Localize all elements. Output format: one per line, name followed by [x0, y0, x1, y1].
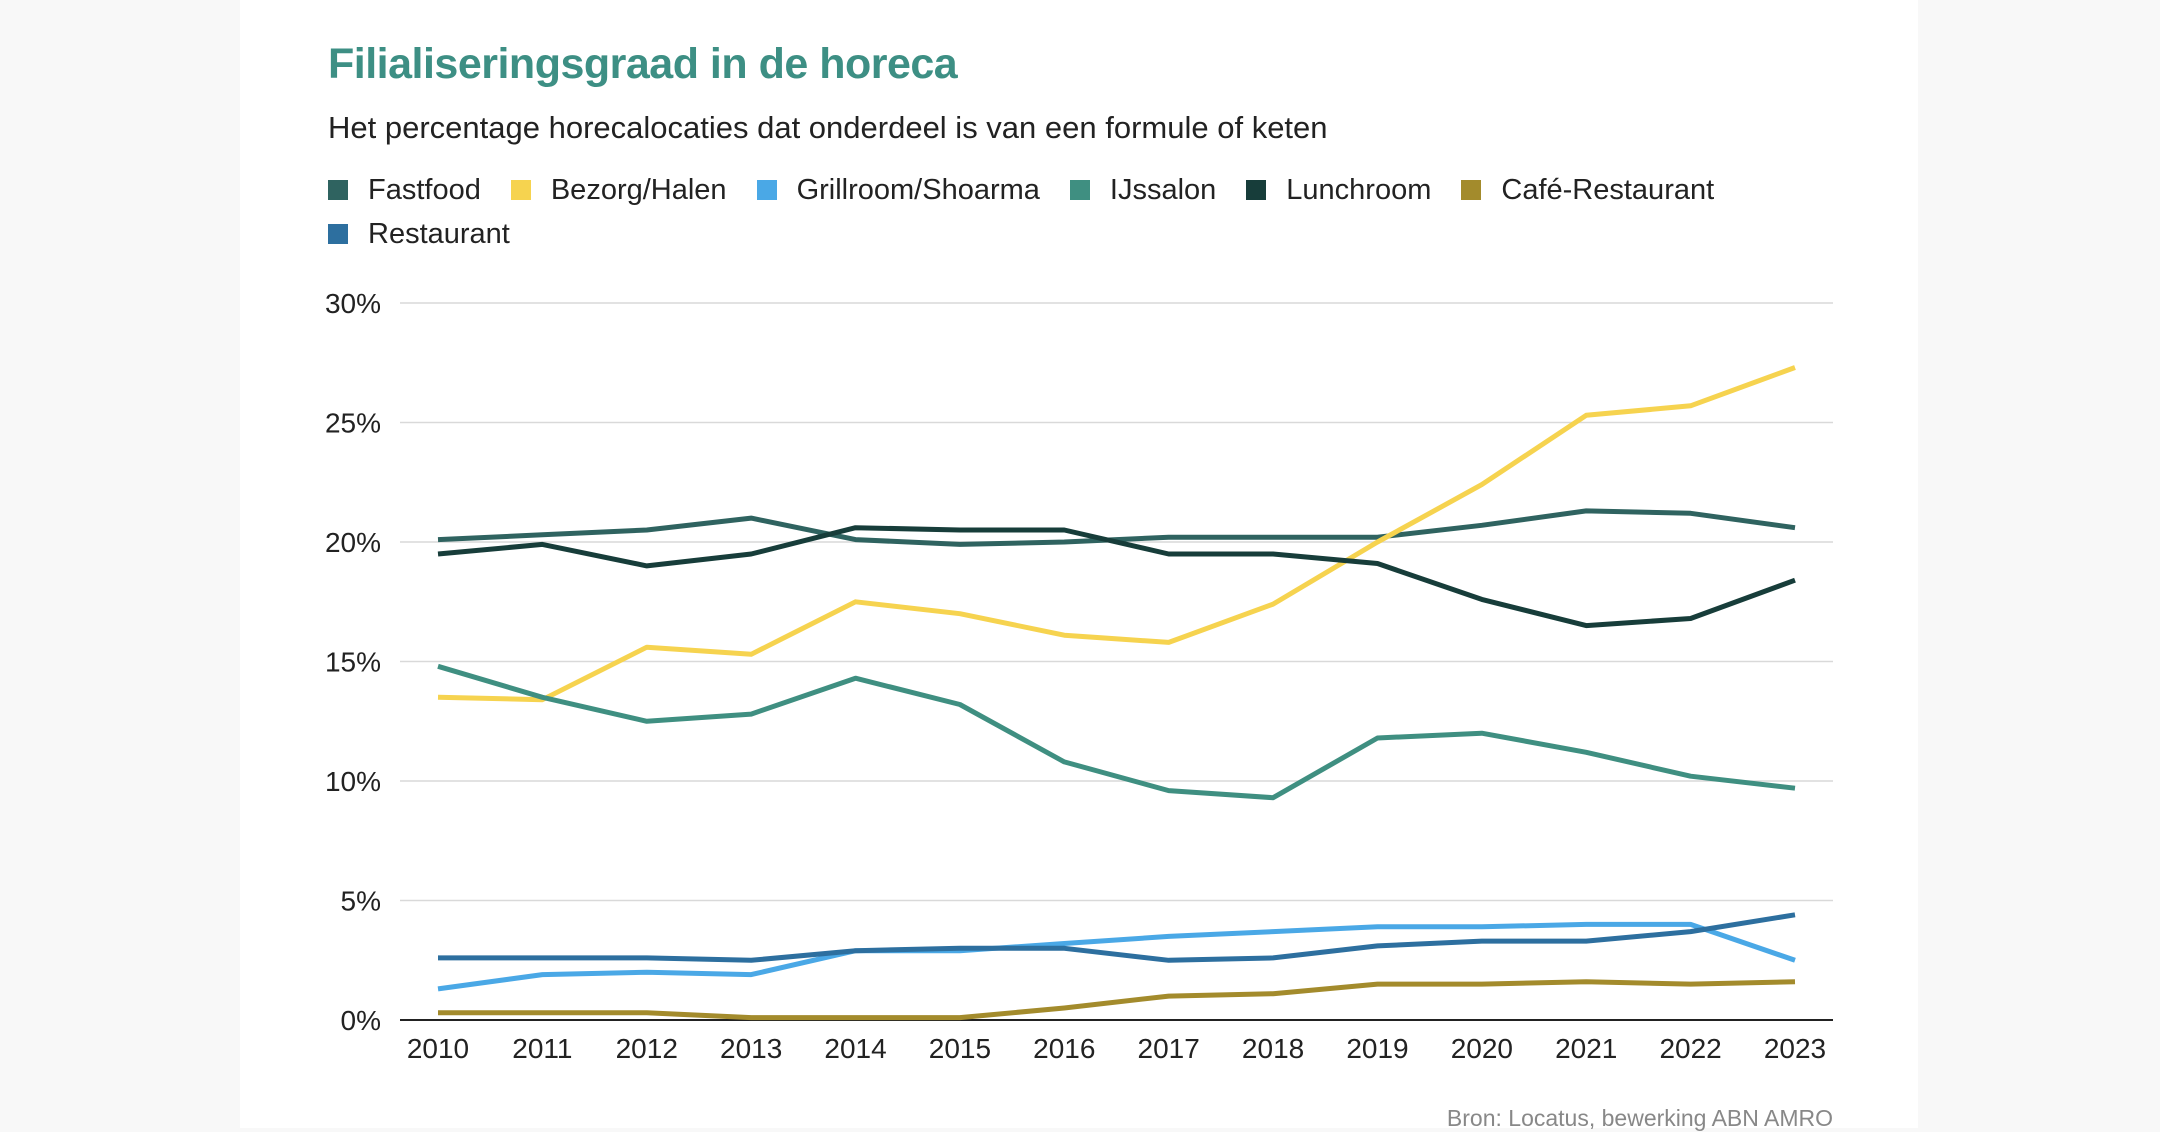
legend-item: Restaurant [328, 218, 510, 250]
chart-legend: Fastfood Bezorg/Halen Grillroom/Shoarma IJs… [328, 174, 1888, 250]
legend-item: Bezorg/Halen [510, 173, 727, 206]
series-line-caf-restaurant [438, 979, 1796, 1021]
legend-swatch [1069, 180, 1090, 200]
chart-card: Filialiseringsgraad in de horeca Het per… [240, 0, 1918, 1131]
x-tick-label: 2019 [1346, 1033, 1408, 1064]
legend-item: Grillroom/Shoarma [756, 173, 1040, 206]
legend-swatch [1246, 180, 1267, 200]
series-line-fastfood [437, 508, 1796, 547]
series-line-ijssalon [437, 663, 1796, 801]
legend-item: IJssalon [1069, 173, 1217, 206]
series-line-restaurant [438, 912, 1796, 963]
chart-title: Filialiseringsgraad in de horeca [328, 40, 958, 88]
x-tick-label: 2021 [1555, 1033, 1617, 1064]
x-tick-label: 2014 [824, 1033, 886, 1064]
x-tick-label: 2016 [1033, 1033, 1095, 1064]
legend-item: Café-Restaurant [1461, 174, 1714, 206]
legend-swatch [756, 180, 777, 200]
series-line-bezorg-halen [437, 365, 1796, 703]
x-tick-label: 2011 [512, 1033, 572, 1064]
series-line-grillroom-shoarma [437, 921, 1796, 992]
series-line-lunchroom [437, 525, 1796, 629]
y-tick-label: 5% [341, 886, 381, 917]
y-tick-label: 30% [325, 288, 381, 319]
y-tick-label: 20% [325, 527, 381, 558]
legend-swatch [328, 180, 348, 200]
y-tick-label: 10% [325, 766, 381, 797]
x-tick-label: 2017 [1138, 1033, 1200, 1064]
legend-item: Fastfood [328, 174, 481, 206]
legend-label: Grillroom/Shoarma [796, 173, 1040, 206]
x-tick-label: 2013 [720, 1033, 782, 1064]
y-tick-label: 15% [325, 647, 381, 678]
legend-swatch [328, 224, 348, 244]
x-tick-label: 2012 [616, 1033, 678, 1064]
x-tick-label: 2015 [929, 1033, 991, 1064]
legend-label: Bezorg/Halen [550, 173, 727, 206]
x-tick-label: 2022 [1659, 1033, 1721, 1064]
y-tick-label: 0% [341, 1005, 381, 1036]
y-tick-label: 25% [325, 408, 381, 439]
x-tick-label: 2010 [407, 1033, 469, 1064]
legend-swatch [1461, 180, 1482, 200]
legend-item: Lunchroom [1246, 174, 1431, 206]
chart-source: Bron: Locatus, bewerking ABN AMRO [1446, 1105, 1833, 1131]
legend-label: IJssalon [1109, 173, 1217, 206]
legend-label: Café-Restaurant [1501, 173, 1715, 206]
legend-label: Fastfood [368, 173, 481, 206]
legend-label: Restaurant [368, 217, 510, 250]
x-tick-label: 2018 [1242, 1033, 1304, 1064]
legend-label: Lunchroom [1286, 173, 1432, 206]
legend-swatch [510, 180, 531, 200]
line-chart: 0% 5% 10% 15% 20% 25% 30% 2010 2011 2012 2013 2014… [325, 288, 1833, 1064]
x-tick-label: 2020 [1451, 1033, 1513, 1064]
chart-subtitle: Het percentage horecalocaties dat onderd… [328, 110, 1328, 145]
x-tick-label: 2023 [1764, 1033, 1826, 1064]
